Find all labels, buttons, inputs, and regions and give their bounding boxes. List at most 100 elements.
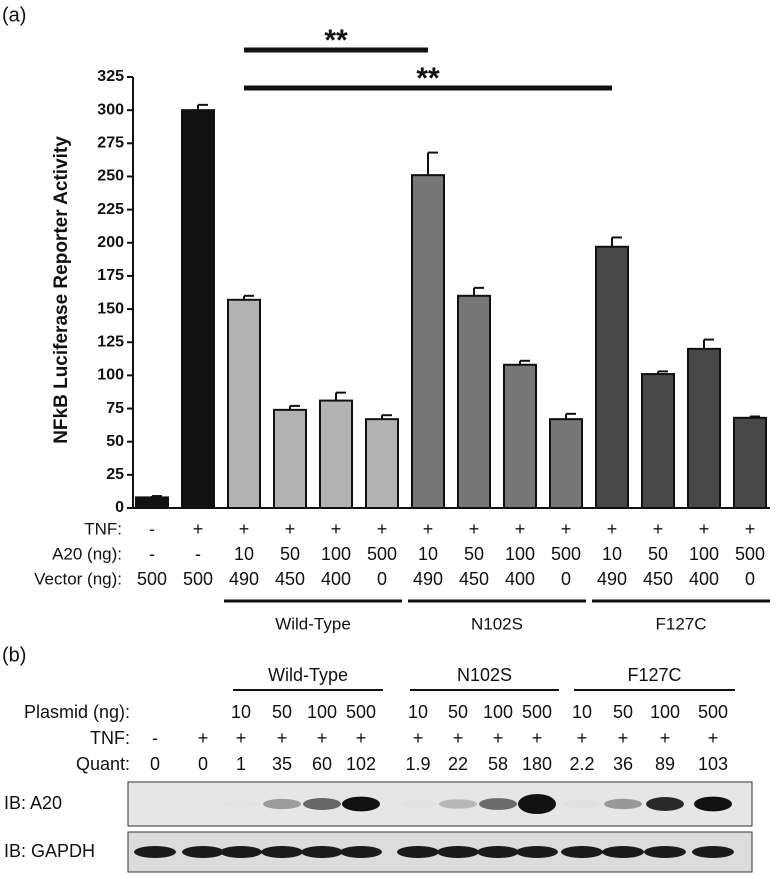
row-value: 10 bbox=[602, 544, 622, 564]
bar bbox=[365, 418, 399, 510]
row-value: + bbox=[493, 728, 504, 748]
row-value: 400 bbox=[321, 569, 351, 589]
row-value: 60 bbox=[312, 754, 332, 774]
row-label: Quant: bbox=[76, 754, 130, 774]
blot-label: IB: A20 bbox=[4, 793, 62, 813]
bar bbox=[319, 399, 353, 510]
row-value: - bbox=[149, 519, 155, 539]
group-label: Wild-Type bbox=[268, 665, 348, 685]
group-label: N102S bbox=[471, 614, 523, 633]
row-value: 22 bbox=[448, 754, 468, 774]
row-value: 102 bbox=[346, 754, 376, 774]
band-gapdh bbox=[602, 846, 644, 858]
row-value: + bbox=[469, 519, 480, 539]
row-value: 58 bbox=[488, 754, 508, 774]
band-a20 bbox=[399, 800, 437, 808]
row-value: 0 bbox=[150, 754, 160, 774]
band-gapdh bbox=[692, 846, 734, 858]
row-value: 500 bbox=[137, 569, 167, 589]
row-value: 10 bbox=[572, 702, 592, 722]
row-value: + bbox=[277, 728, 288, 748]
row-value: - bbox=[152, 728, 158, 748]
row-value: + bbox=[377, 519, 388, 539]
band-a20 bbox=[518, 794, 556, 814]
row-value: + bbox=[708, 728, 719, 748]
row-value: 1 bbox=[236, 754, 246, 774]
row-value: 500 bbox=[551, 544, 581, 564]
group-label: N102S bbox=[457, 665, 512, 685]
y-tick-label: 75 bbox=[106, 400, 124, 417]
y-tick-label: 150 bbox=[97, 300, 124, 317]
row-value: 490 bbox=[229, 569, 259, 589]
band-gapdh bbox=[477, 846, 519, 858]
band-a20 bbox=[694, 796, 732, 812]
bar bbox=[733, 416, 767, 509]
row-value: 50 bbox=[464, 544, 484, 564]
row-label: TNF: bbox=[84, 519, 122, 538]
row-value: 35 bbox=[272, 754, 292, 774]
band-gapdh bbox=[220, 846, 262, 858]
row-value: 0 bbox=[198, 754, 208, 774]
y-tick-label: 125 bbox=[97, 333, 124, 350]
y-tick-label: 225 bbox=[97, 201, 124, 218]
row-value: + bbox=[239, 519, 250, 539]
band-a20 bbox=[342, 796, 380, 812]
band-a20 bbox=[263, 798, 301, 810]
row-value: 10 bbox=[234, 544, 254, 564]
row-value: 400 bbox=[689, 569, 719, 589]
row-value: + bbox=[745, 519, 756, 539]
y-tick-label: 300 bbox=[97, 101, 124, 118]
row-value: + bbox=[653, 519, 664, 539]
row-value: + bbox=[198, 728, 209, 748]
row-value: 100 bbox=[321, 544, 351, 564]
row-label: TNF: bbox=[90, 728, 130, 748]
row-value: 50 bbox=[280, 544, 300, 564]
row-value: 2.2 bbox=[569, 754, 594, 774]
y-tick-label: 250 bbox=[97, 168, 124, 185]
band-gapdh bbox=[261, 846, 303, 858]
band-gapdh bbox=[644, 846, 686, 858]
bar bbox=[503, 363, 537, 509]
row-value: 450 bbox=[459, 569, 489, 589]
band-gapdh bbox=[516, 846, 558, 858]
row-value: 450 bbox=[643, 569, 673, 589]
row-value: + bbox=[193, 519, 204, 539]
row-value: 500 bbox=[346, 702, 376, 722]
row-value: 10 bbox=[231, 702, 251, 722]
y-tick-label: 200 bbox=[97, 234, 124, 251]
row-value: 50 bbox=[448, 702, 468, 722]
bar bbox=[687, 347, 721, 509]
row-value: + bbox=[413, 728, 424, 748]
bar bbox=[227, 298, 261, 509]
row-value: + bbox=[618, 728, 629, 748]
row-value: 500 bbox=[522, 702, 552, 722]
group-label: Wild-Type bbox=[275, 614, 351, 633]
band-a20 bbox=[303, 798, 341, 810]
row-value: 89 bbox=[655, 754, 675, 774]
row-value: + bbox=[423, 519, 434, 539]
row-value: 500 bbox=[735, 544, 765, 564]
bar bbox=[181, 109, 215, 510]
row-value: + bbox=[607, 519, 618, 539]
row-value: + bbox=[331, 519, 342, 539]
row-value: + bbox=[285, 519, 296, 539]
row-value: 50 bbox=[272, 702, 292, 722]
band-gapdh bbox=[437, 846, 479, 858]
band-gapdh bbox=[182, 846, 224, 858]
band-a20 bbox=[646, 797, 684, 811]
y-tick-label: 50 bbox=[106, 433, 124, 450]
band-gapdh bbox=[340, 846, 382, 858]
row-label: Vector (ng): bbox=[34, 569, 122, 588]
band-gapdh bbox=[301, 846, 343, 858]
bar bbox=[457, 294, 491, 510]
band-a20 bbox=[563, 800, 601, 808]
row-value: 0 bbox=[561, 569, 571, 589]
bar bbox=[135, 496, 169, 510]
y-tick-label: 25 bbox=[106, 466, 124, 483]
row-value: + bbox=[236, 728, 247, 748]
y-axis-label: NFkB Luciferase Reporter Activity bbox=[51, 136, 72, 444]
row-value: - bbox=[149, 544, 155, 564]
row-value: + bbox=[317, 728, 328, 748]
row-value: + bbox=[561, 519, 572, 539]
